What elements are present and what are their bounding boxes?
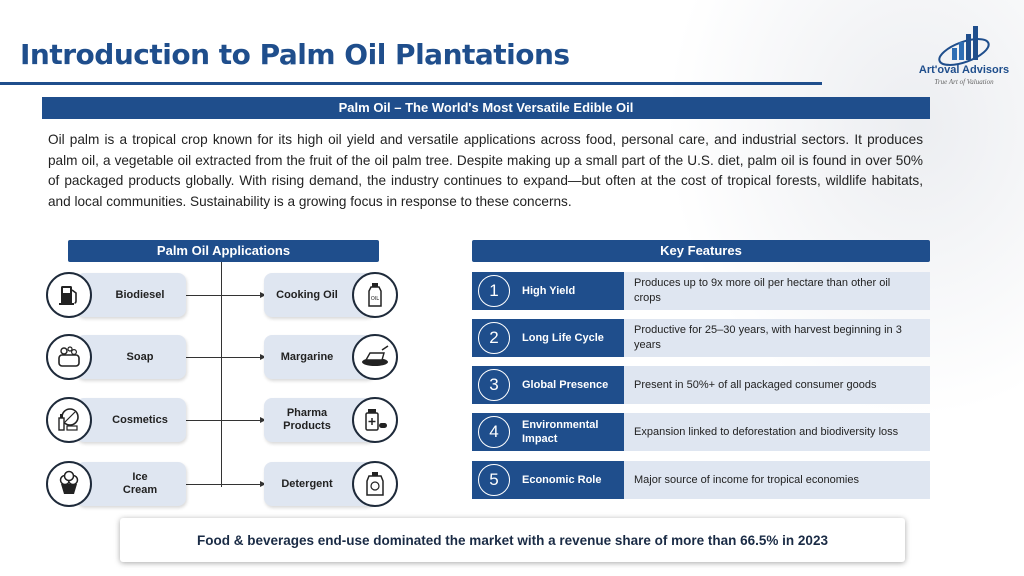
pharma-icon [352, 397, 398, 443]
section-banner: Palm Oil – The World's Most Versatile Ed… [42, 97, 930, 119]
logo-tagline: True Art of Valuation [934, 78, 994, 86]
application-soap: Soap [46, 334, 186, 380]
application-cooking-oil: Cooking Oil OIL [264, 272, 400, 318]
footer-callout: Food & beverages end-use dominated the m… [120, 518, 905, 562]
logo-name: Art'oval Advisors [918, 64, 1010, 76]
application-detergent: Detergent [264, 461, 400, 507]
feature-description: Produces up to 9x more oil per hectare t… [624, 272, 930, 310]
application-biodiesel: Biodiesel [46, 272, 186, 318]
feature-number: 5 [478, 464, 510, 496]
ice-cream-icon [46, 461, 92, 507]
feature-row: Economic Role 5 Major source of income f… [472, 461, 930, 499]
soap-icon [46, 334, 92, 380]
application-label: Soap [76, 335, 186, 379]
page-title: Introduction to Palm Oil Plantations [20, 38, 570, 71]
connector-pharma [221, 417, 266, 423]
feature-description: Expansion linked to deforestation and bi… [624, 413, 930, 451]
feature-number: 2 [478, 322, 510, 354]
company-logo [938, 26, 990, 66]
intro-paragraph: Oil palm is a tropical crop known for it… [48, 132, 923, 209]
application-label: Cosmetics [76, 398, 186, 442]
feature-row: High Yield 1 Produces up to 9x more oil … [472, 272, 930, 310]
connector-vertical [221, 262, 222, 487]
feature-description: Major source of income for tropical econ… [624, 461, 930, 499]
feature-row: Long Life Cycle 2 Productive for 25–30 y… [472, 319, 930, 357]
feature-number: 1 [478, 275, 510, 307]
feature-row: Environmental Impact 4 Expansion linked … [472, 413, 930, 451]
application-label: Biodiesel [76, 273, 186, 317]
svg-text:OIL: OIL [371, 296, 379, 302]
feature-description: Present in 50%+ of all packaged consumer… [624, 366, 930, 404]
application-label: Ice Cream [76, 462, 186, 506]
connector-margarine [221, 354, 266, 360]
cosmetics-icon [46, 397, 92, 443]
application-margarine: Margarine [264, 334, 400, 380]
feature-row: Global Presence 3 Present in 50%+ of all… [472, 366, 930, 404]
fuel-pump-icon [46, 272, 92, 318]
applications-header: Palm Oil Applications [68, 240, 379, 262]
key-features-header: Key Features [472, 240, 930, 262]
application-cosmetics: Cosmetics [46, 397, 186, 443]
feature-description: Productive for 25–30 years, with harvest… [624, 319, 930, 357]
feature-number: 3 [478, 369, 510, 401]
connector-cooking-oil [221, 292, 266, 298]
application-ice-cream: Ice Cream [46, 461, 186, 507]
detergent-icon [352, 461, 398, 507]
feature-number: 4 [478, 416, 510, 448]
oil-bottle-icon: OIL [352, 272, 398, 318]
application-pharma-products: Pharma Products [264, 397, 400, 443]
connector-detergent [221, 481, 266, 487]
title-underline [0, 82, 822, 85]
margarine-icon [352, 334, 398, 380]
